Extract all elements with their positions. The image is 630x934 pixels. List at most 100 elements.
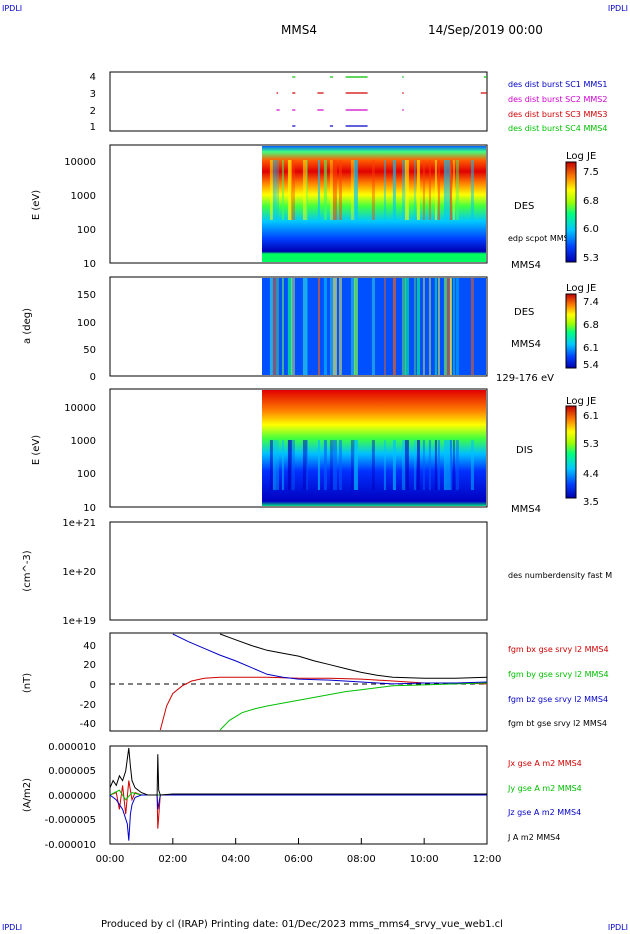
current-panel: 0.000010 0.000005 0.000000 -0.000005 -0.…	[22, 742, 582, 851]
bfield-legend-by: fgm by gse srvy l2 MMS4	[508, 670, 609, 679]
burst-legend-mms4: des dist burst SC4 MMS4	[508, 124, 607, 133]
des-energy-cbar-tick-0: 7.5	[583, 167, 599, 178]
des-pitch-stripe-29	[452, 278, 455, 375]
des-energy-sc: MMS4	[511, 260, 541, 271]
dis-energy-cbar-tick-0: 6.1	[583, 411, 599, 422]
footer-left-tag: IPDLI	[2, 923, 23, 932]
des-energy-stripe-5	[290, 160, 295, 220]
bfield-ytick-40: 40	[83, 641, 96, 652]
bfield-ylabel: (nT)	[22, 673, 33, 693]
des-pitch-stripe-11	[332, 278, 337, 375]
des-pitch-stripe-5	[290, 278, 295, 375]
current-series-2	[109, 794, 487, 841]
des-pitch-stripe-7	[305, 278, 308, 375]
des-energy-stripe-20	[413, 160, 416, 220]
des-pitch-stripe-19	[404, 278, 409, 375]
dis-energy-ytick-10: 10	[83, 503, 96, 514]
des-energy-stripe-27	[446, 160, 451, 220]
burst-panel-frame	[109, 71, 488, 132]
des-energy-instrument: DES	[514, 201, 534, 212]
des-energy-stripe-29	[452, 160, 455, 220]
des-pitch-stripe-23	[428, 278, 431, 375]
des-energy-stripe-17	[392, 160, 396, 220]
des-energy-stripe-22	[422, 160, 425, 220]
dis-energy-stripe-25	[437, 440, 440, 490]
des-energy-stripe-10	[329, 160, 333, 220]
time-tick-label-4: 08:00	[347, 854, 376, 865]
density-frame	[109, 521, 488, 621]
current-ytick-2: 0.000000	[48, 791, 96, 802]
bfield-legend-bt: fgm bt gse srvy l2 MMS4	[508, 719, 607, 728]
dis-energy-ylabel: E (eV)	[31, 435, 42, 465]
dis-energy-cbar-title: Log JE	[566, 396, 596, 407]
des-energy-ytick-1000: 1000	[71, 191, 96, 202]
bfield-ytick-20: 20	[83, 660, 96, 671]
des-energy-stripe-6	[302, 160, 307, 220]
dis-energy-stripe-21	[416, 440, 420, 490]
dis-energy-cbar-tick-3: 3.5	[583, 497, 599, 508]
des-pitch-stripe-20	[413, 278, 416, 375]
dis-energy-stripe-6	[302, 440, 307, 490]
bfield-frame	[109, 632, 488, 732]
des-energy-stripe-21	[416, 160, 420, 220]
des-energy-stripe-14	[353, 160, 358, 220]
dis-energy-stripe-31	[470, 440, 474, 490]
current-ytick-4: -0.000010	[45, 840, 96, 851]
dis-energy-stripe-18	[401, 440, 406, 490]
dis-energy-stripe-29	[452, 440, 455, 490]
des-pitch-stripe-27	[446, 278, 451, 375]
dis-energy-stripe-15	[371, 440, 375, 490]
des-pitch-stripe-30	[455, 278, 459, 375]
dis-energy-stripe-13	[350, 440, 355, 490]
des-energy-stripe-28	[449, 160, 452, 220]
des-pitch-cbar-tick-2: 6.1	[583, 343, 599, 354]
current-legend-j: J A m2 MMS4	[507, 833, 560, 842]
dis-energy-ytick-1000: 1000	[71, 436, 96, 447]
current-ytick-1: 0.000005	[48, 766, 96, 777]
des-pitch-stripe-2	[275, 278, 279, 375]
dis-energy-stripe-20	[413, 440, 416, 490]
dis-energy-stripe-3	[281, 440, 284, 490]
dis-energy-panel: 10000 1000 100 10 E (eV) DIS MMS4 Log JE…	[31, 388, 599, 515]
des-pitch-stripe-21	[416, 278, 420, 375]
bfield-series-2	[172, 633, 488, 685]
dis-energy-stripe-4	[287, 440, 292, 490]
des-pitch-stripe-6	[302, 278, 307, 375]
des-energy-cbar-title: Log JE	[566, 151, 596, 162]
current-legend-jz: Jz gse A m2 MMS4	[507, 808, 581, 817]
des-energy-stripe-2	[275, 160, 279, 220]
dis-energy-colorbar	[565, 405, 577, 499]
des-pitch-stripe-10	[329, 278, 333, 375]
dis-energy-sc: MMS4	[511, 504, 541, 515]
dis-energy-stripe-28	[449, 440, 452, 490]
time-tick-label-2: 04:00	[221, 854, 250, 865]
burst-ytick-1: 1	[90, 122, 96, 133]
des-pitch-panel: 150 100 50 0 a (deg) DES MMS4 129-176 eV…	[22, 276, 599, 384]
bfield-ytick-m40: -40	[80, 719, 96, 730]
des-energy-stripe-13	[350, 160, 355, 220]
bfield-ytick-0: 0	[90, 680, 96, 691]
des-energy-stripe-16	[383, 160, 386, 220]
des-energy-ytick-100: 100	[77, 225, 96, 236]
des-energy-ytick-10000: 10000	[64, 157, 96, 168]
footer-right-tag: IPDLI	[607, 923, 628, 932]
plot-title-date: 14/Sep/2019 00:00	[428, 23, 543, 37]
des-pitch-stripe-26	[443, 278, 447, 375]
plot-title-mission: MMS4	[281, 23, 317, 37]
des-pitch-stripe-28	[449, 278, 452, 375]
time-axis: 00:00 02:00 04:00 06:00 08:00 10:00 12:00	[96, 838, 502, 865]
current-ytick-0: 0.000010	[48, 742, 96, 753]
dis-energy-stripe-14	[353, 440, 358, 490]
des-energy-stripe-1	[272, 160, 276, 220]
bfield-series-1	[219, 682, 488, 731]
des-energy-ylabel: E (eV)	[31, 190, 42, 220]
burst-legend-mms1: des dist burst SC1 MMS1	[508, 80, 607, 89]
burst-ytick-3: 3	[90, 89, 96, 100]
time-tick-label-6: 12:00	[473, 854, 502, 865]
des-pitch-cbar-tick-1: 6.8	[583, 320, 599, 331]
dis-energy-stripe-8	[317, 440, 320, 490]
des-pitch-cbar-title: Log JE	[566, 283, 596, 294]
burst-panel: 4 3 2 1 des dist burst SC1 MMS1 des dist…	[90, 71, 607, 133]
dis-energy-cbar-tick-2: 4.4	[583, 469, 599, 480]
dis-energy-ytick-10000: 10000	[64, 403, 96, 414]
